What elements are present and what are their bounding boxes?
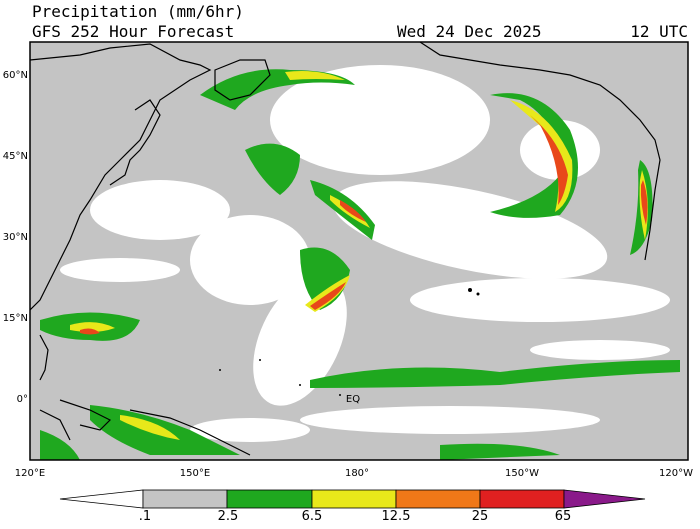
precipitation-field	[30, 42, 688, 460]
lon-labels: 120°E 150°E 180° 150°W 120°W	[15, 468, 693, 479]
colorbar-segment	[142, 489, 228, 509]
lon-label: 120°E	[15, 468, 45, 479]
islands	[219, 288, 480, 396]
colorbar-label: 25	[472, 509, 489, 524]
time: 12 UTC	[630, 22, 688, 41]
intense-precip	[80, 115, 648, 335]
colorbar-label: .1	[139, 509, 151, 524]
colorbar-segment	[59, 489, 144, 509]
equator-label: EQ	[346, 394, 360, 405]
lat-labels: 60°N 45°N 30°N 15°N 0°	[3, 70, 28, 405]
dry-areas	[60, 65, 670, 442]
lat-label: 45°N	[3, 151, 28, 162]
map-frame	[29, 41, 689, 461]
colorbar-label: 6.5	[302, 509, 323, 524]
title: Precipitation (mm/6hr)	[32, 2, 244, 21]
lat-label: 15°N	[3, 313, 28, 324]
lon-label: 150°E	[180, 468, 210, 479]
colorbar-segment	[479, 489, 565, 509]
colorbar-label: 2.5	[218, 509, 239, 524]
lon-label: 180°	[345, 468, 369, 479]
lon-label: 150°W	[505, 468, 539, 479]
colorbar-labels: .1 2.5 6.5 12.5 25 65	[139, 509, 571, 524]
colorbar-label: 12.5	[382, 509, 411, 524]
colorbar	[59, 489, 646, 509]
subtitle: GFS 252 Hour Forecast	[32, 22, 234, 41]
lat-label: 60°N	[3, 70, 28, 81]
colorbar-segment	[226, 489, 313, 509]
colorbar-segment	[311, 489, 397, 509]
date: Wed 24 Dec 2025	[397, 22, 542, 41]
lat-label: 0°	[17, 394, 28, 405]
colorbar-label: 65	[555, 509, 572, 524]
colorbar-segment	[563, 489, 646, 509]
colorbar-segment	[395, 489, 481, 509]
lon-label: 120°W	[659, 468, 693, 479]
coastlines	[30, 42, 661, 456]
lat-label: 30°N	[3, 232, 28, 243]
